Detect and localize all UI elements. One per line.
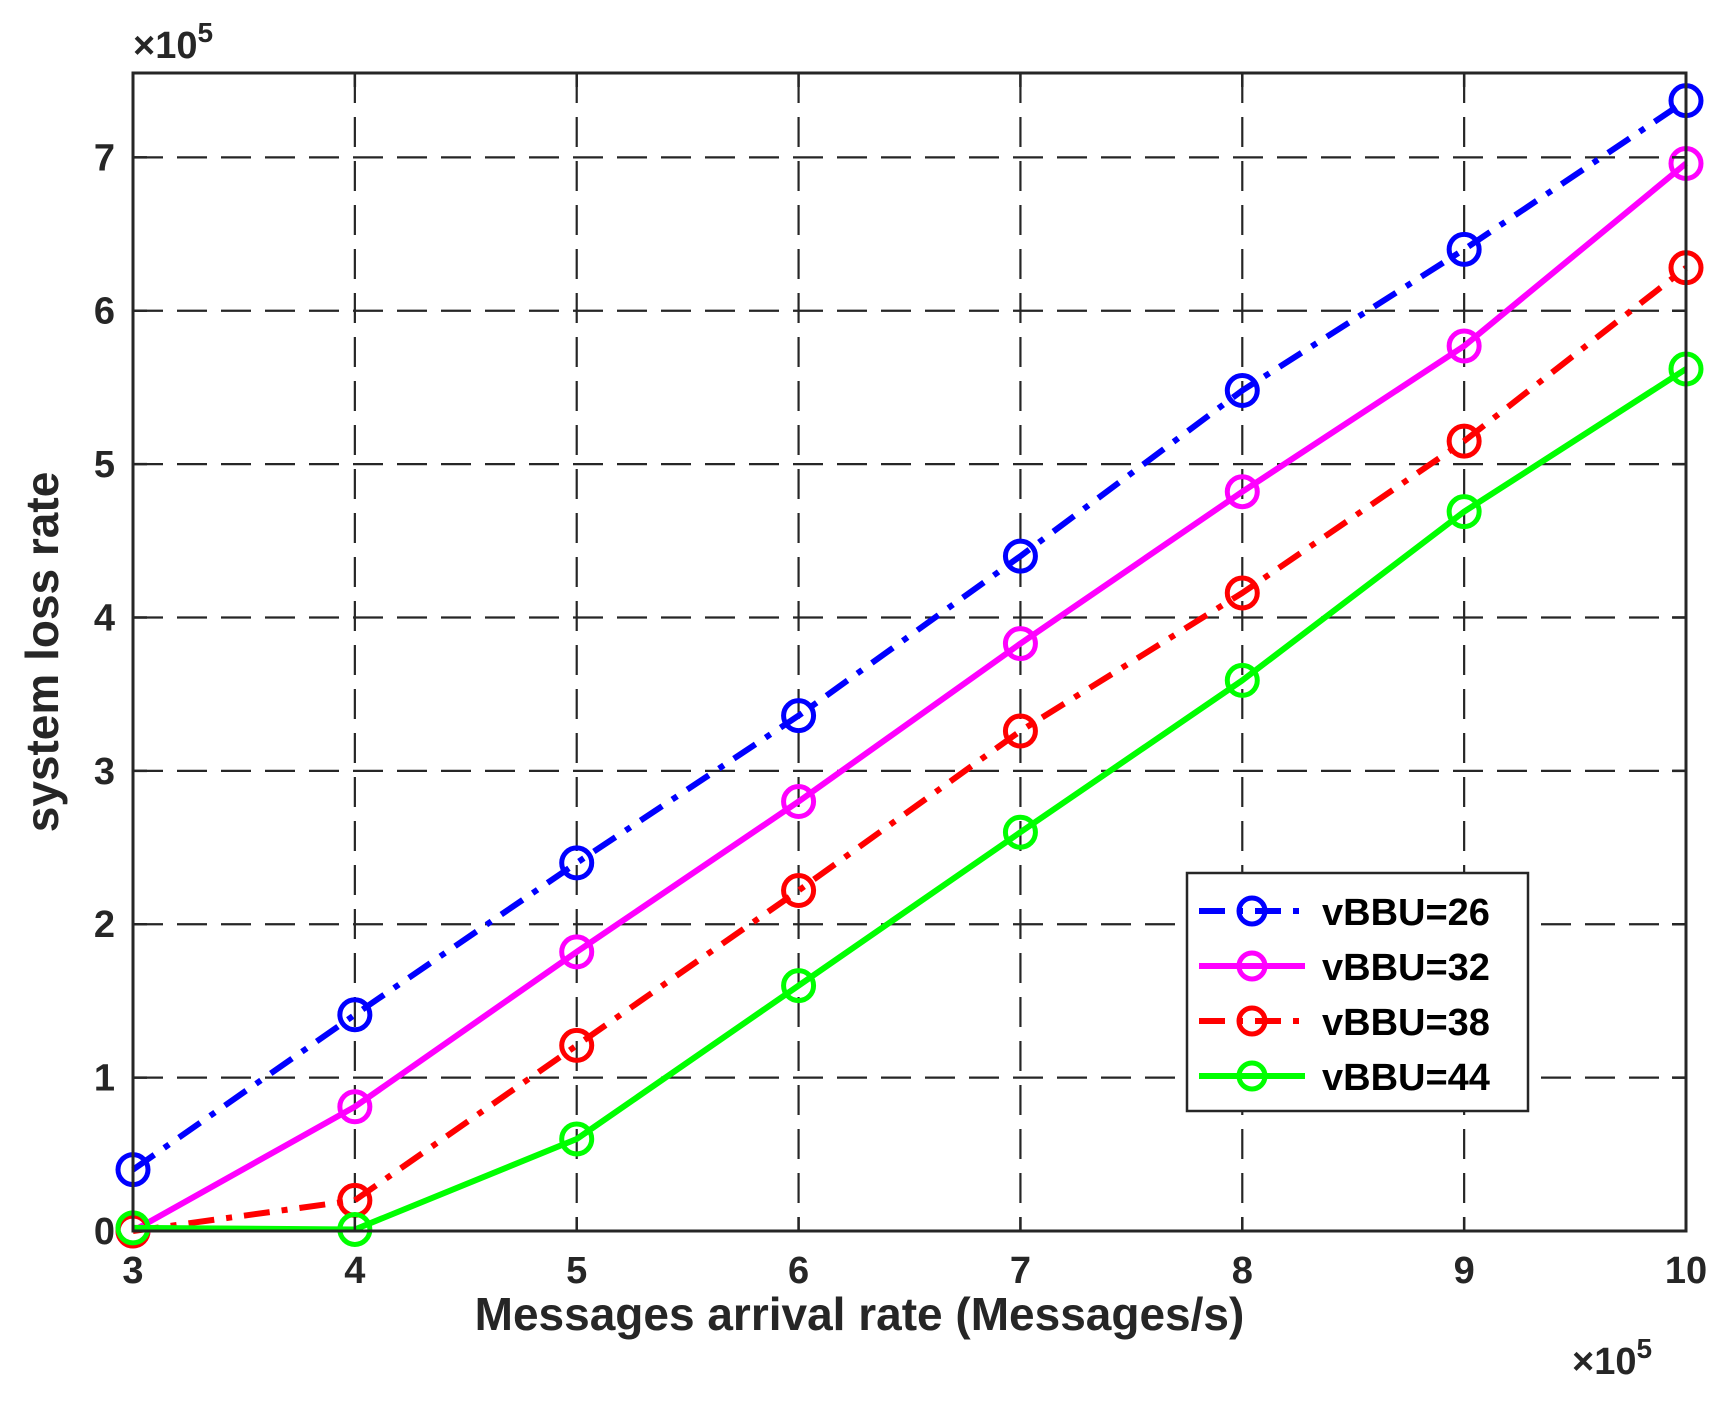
x-tick-label: 3 xyxy=(122,1250,143,1292)
data-point xyxy=(559,1121,595,1157)
x-axis-exponent: ×105 xyxy=(1572,1333,1652,1383)
data-point xyxy=(559,934,595,970)
legend-swatch-marker xyxy=(1236,950,1268,982)
data-point xyxy=(781,784,817,820)
legend-label: vBBU=26 xyxy=(1322,892,1490,934)
y-tick-label: 3 xyxy=(94,751,115,793)
legend: vBBU=26 vBBU=32 vBBU=38 vBBU=44 xyxy=(1185,871,1530,1113)
y-tick-label: 1 xyxy=(94,1058,115,1100)
x-tick-label: 4 xyxy=(344,1250,365,1292)
data-point xyxy=(781,873,817,909)
series-line xyxy=(131,98,1688,1173)
legend-swatch-marker xyxy=(1236,1005,1268,1037)
y-tick-label: 4 xyxy=(94,597,115,639)
y-tick-label: 2 xyxy=(94,904,115,946)
x-tick-label: 9 xyxy=(1454,1250,1475,1292)
plot-frame xyxy=(131,71,1688,1233)
y-tick-label: 5 xyxy=(94,444,115,486)
x-tick-label: 6 xyxy=(788,1250,809,1292)
data-point xyxy=(1002,814,1038,850)
data-point xyxy=(1446,423,1482,459)
data-point xyxy=(1446,494,1482,530)
y-tick-label: 6 xyxy=(94,291,115,333)
series-layer xyxy=(115,83,1704,1249)
data-point xyxy=(1224,575,1260,611)
data-point xyxy=(337,1089,373,1125)
legend-box xyxy=(1185,871,1530,1113)
legend-item: vBBU=32 xyxy=(1199,947,1490,989)
y-axis-label: system loss rate xyxy=(16,472,68,833)
data-point xyxy=(1224,372,1260,408)
data-point xyxy=(1446,328,1482,364)
data-point xyxy=(1224,662,1260,698)
series-line xyxy=(132,366,1688,1233)
legend-label: vBBU=44 xyxy=(1322,1057,1490,1099)
legend-swatch-marker xyxy=(1236,1060,1268,1092)
x-tick-label: 8 xyxy=(1232,1250,1253,1292)
y-tick-label: 0 xyxy=(94,1211,115,1253)
data-point xyxy=(1002,713,1038,749)
x-tick-label: 5 xyxy=(566,1250,587,1292)
data-point xyxy=(1002,626,1038,662)
data-point xyxy=(1446,231,1482,267)
y-axis-exponent: ×105 xyxy=(133,17,213,67)
series-vBBU=44 xyxy=(115,351,1704,1247)
x-tick-label: 7 xyxy=(1010,1250,1031,1292)
legend-label: vBBU=32 xyxy=(1322,947,1490,989)
data-point xyxy=(559,1027,595,1063)
y-tick-label: 7 xyxy=(94,137,115,179)
data-point xyxy=(781,698,817,734)
tick-layer: 3 4 5 6 7 8 9 10 0 1 2 3 4 5 6 7 xyxy=(94,73,1707,1292)
data-point xyxy=(781,968,817,1004)
series-line xyxy=(131,161,1688,1234)
x-tick-label: 10 xyxy=(1665,1250,1707,1292)
series-line xyxy=(132,265,1688,1234)
legend-item: vBBU=26 xyxy=(1199,892,1490,934)
legend-item: vBBU=44 xyxy=(1199,1057,1490,1099)
legend-label: vBBU=38 xyxy=(1322,1002,1490,1044)
data-point xyxy=(337,1211,373,1247)
x-axis-label: Messages arrival rate (Messages/s) xyxy=(475,1288,1245,1340)
legend-item: vBBU=38 xyxy=(1199,1002,1490,1044)
data-point xyxy=(559,845,595,881)
data-point xyxy=(1224,474,1260,510)
data-point xyxy=(337,997,373,1033)
legend-swatch-marker xyxy=(1236,895,1268,927)
data-point xyxy=(1002,538,1038,574)
